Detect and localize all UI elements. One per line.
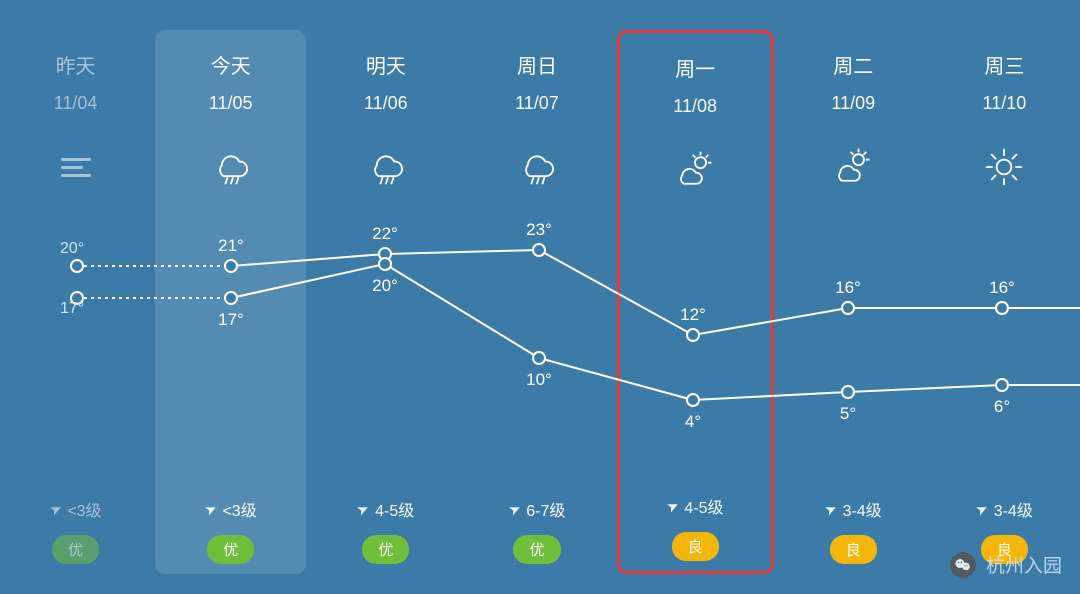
aqi-badge: 良 [830,535,877,564]
forecast-day-4[interactable]: 周一 11/08 ➤ 4-5级 良 [617,30,774,574]
wind-arrow-icon: ➤ [664,496,682,516]
date-label: 11/07 [515,93,559,114]
low-temp-label: 5° [840,404,856,424]
weather-icon-slot [61,142,91,192]
forecast-day-5[interactable]: 周二 11/09 ➤ 3-4级 良 [778,30,929,574]
wechat-icon [950,552,976,578]
date-label: 11/04 [54,93,98,114]
day-label: 周日 [517,50,557,79]
high-temp-label: 12° [680,305,706,325]
y-axis-label: 17° [60,300,84,318]
aqi-badge: 优 [362,535,409,564]
forecast-container: 昨天 11/04 ➤ <3级 优 今天 11/05 ➤ <3级 优 明天 [0,0,1080,594]
wind-label: 3-4级 [843,497,882,521]
wind-arrow-icon: ➤ [506,499,524,519]
wind-arrow-icon: ➤ [973,499,991,519]
wind-row: ➤ 4-5级 [357,497,414,521]
weather-icon-slot [831,142,875,192]
aqi-badge: 优 [513,535,560,564]
forecast-day-2[interactable]: 明天 11/06 ➤ 4-5级 优 [310,30,461,574]
day-label: 周二 [833,50,873,79]
high-temp-label: 22° [372,224,398,244]
date-label: 11/05 [209,93,253,114]
partly-cloudy-icon [673,148,717,192]
date-label: 11/08 [673,96,717,117]
partly-cloudy-icon [831,145,875,189]
date-label: 11/10 [983,93,1027,114]
low-temp-label: 17° [218,310,244,330]
forecast-day-3[interactable]: 周日 11/07 ➤ 6-7级 优 [461,30,612,574]
wind-label: 3-4级 [994,497,1033,521]
day-label: 周三 [984,50,1024,79]
low-temp-label: 20° [372,276,398,296]
wind-row: ➤ 3-4级 [825,497,882,521]
aqi-badge: 优 [207,535,254,564]
day-label: 今天 [211,50,251,79]
wind-arrow-icon: ➤ [202,499,220,519]
day-label: 明天 [366,50,406,79]
forecast-day-6[interactable]: 周三 11/10 ➤ 3-4级 良 [929,30,1080,574]
fog-icon [61,158,91,177]
wind-arrow-icon: ➤ [354,499,372,519]
wind-arrow-icon: ➤ [822,499,840,519]
day-label: 昨天 [56,50,96,79]
aqi-badge: 良 [672,532,719,561]
wechat-watermark: 杭州入园 [950,551,1062,578]
wind-row: ➤ <3级 [205,497,257,521]
wind-label: <3级 [222,497,256,521]
rain-icon [515,145,559,189]
wind-row: ➤ <3级 [50,497,102,521]
high-temp-label: 23° [526,220,552,240]
date-label: 11/06 [364,93,408,114]
weather-icon-slot [364,142,408,192]
wind-arrow-icon: ➤ [47,499,65,519]
wind-label: 4-5级 [684,494,723,518]
day-label: 周一 [675,53,715,82]
rain-icon [209,145,253,189]
high-temp-label: 16° [835,278,861,298]
wind-row: ➤ 3-4级 [976,497,1033,521]
weather-icon-slot [673,145,717,195]
rain-icon [364,145,408,189]
weather-icon-slot [982,142,1026,192]
wind-label: <3级 [67,497,101,521]
y-axis-label: 20° [60,240,84,258]
weather-icon-slot [209,142,253,192]
forecast-day-1[interactable]: 今天 11/05 ➤ <3级 优 [155,30,306,574]
sunny-icon [982,145,1026,189]
aqi-badge: 优 [52,535,99,564]
high-temp-label: 21° [218,236,244,256]
wind-row: ➤ 6-7级 [509,497,566,521]
wind-label: 6-7级 [526,497,565,521]
watermark-text: 杭州入园 [986,551,1062,578]
high-temp-label: 16° [989,278,1015,298]
wind-row: ➤ 4-5级 [667,494,724,518]
low-temp-label: 4° [685,412,701,432]
date-label: 11/09 [831,93,875,114]
weather-icon-slot [515,142,559,192]
wind-label: 4-5级 [375,497,414,521]
low-temp-label: 10° [526,370,552,390]
low-temp-label: 6° [994,397,1010,417]
